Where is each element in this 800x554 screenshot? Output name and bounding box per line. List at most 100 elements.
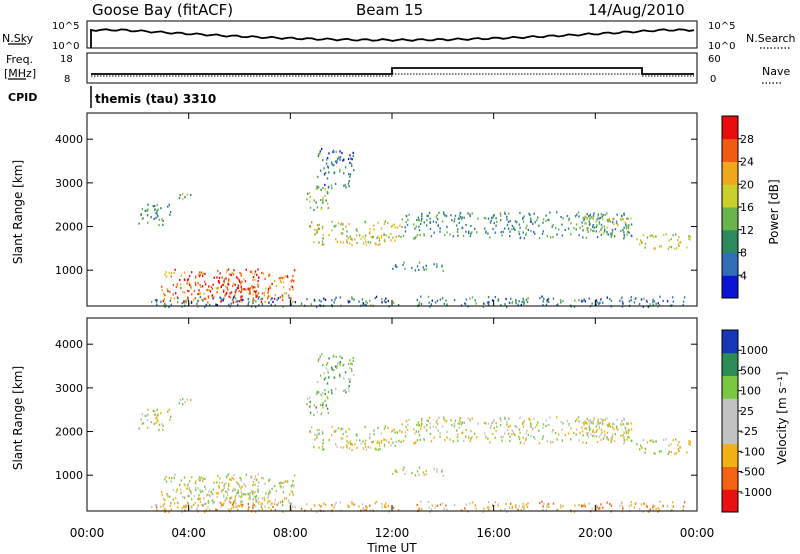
- velocity-cell: [393, 428, 395, 431]
- velocity-cell: [682, 505, 685, 508]
- power-cell: [487, 303, 490, 306]
- velocity-cell: [601, 431, 603, 434]
- power-cell: [497, 298, 500, 301]
- velocity-cell: [243, 483, 245, 486]
- velocity-cell: [237, 504, 239, 507]
- power-cell: [204, 272, 206, 275]
- velocity-cell: [182, 403, 184, 406]
- power-cell: [416, 265, 419, 268]
- velocity-cell: [228, 500, 230, 503]
- power-cell: [274, 303, 277, 307]
- velocity-cell: [188, 486, 190, 490]
- velocity-cell: [186, 484, 189, 487]
- power-cell: [165, 304, 167, 307]
- x-tick-label: 08:00: [273, 526, 308, 540]
- power-cell: [226, 288, 229, 291]
- velocity-cell: [589, 422, 591, 425]
- velocity-cell: [218, 486, 220, 489]
- power-cell: [457, 228, 459, 231]
- power-cell: [229, 292, 231, 295]
- power-cell: [223, 281, 226, 284]
- power-cell: [223, 289, 225, 292]
- velocity-cell: [518, 435, 520, 438]
- velocity-cell: [590, 433, 592, 436]
- power-cell: [415, 225, 418, 228]
- velocity-cell: [452, 440, 455, 443]
- velocity-cell: [290, 508, 293, 511]
- velocity-cell: [404, 472, 406, 475]
- velocity-cell: [257, 473, 259, 476]
- velocity-cell: [376, 442, 378, 445]
- velocity-cell: [342, 364, 344, 367]
- velocity-cell: [423, 473, 425, 476]
- power-cell: [323, 173, 326, 176]
- power-cell: [546, 298, 549, 302]
- power-cell: [504, 211, 506, 214]
- power-cell: [358, 300, 360, 303]
- velocity-cell: [252, 484, 254, 487]
- velocity-cell: [237, 491, 240, 495]
- velocity-cell: [543, 502, 545, 505]
- velocity-cell: [141, 412, 144, 416]
- power-cell: [194, 297, 197, 300]
- colorbar-tick-label: -25: [740, 425, 758, 438]
- power-cell: [573, 305, 576, 308]
- velocity-cell: [518, 505, 520, 508]
- velocity-cell: [562, 422, 564, 425]
- velocity-cell: [427, 419, 429, 423]
- power-cell: [494, 296, 497, 299]
- velocity-cell: [383, 427, 386, 430]
- power-cell: [435, 221, 437, 224]
- power-cell: [157, 208, 159, 211]
- power-cell: [315, 305, 318, 309]
- velocity-cell: [225, 475, 228, 479]
- velocity-cell: [192, 503, 195, 507]
- power-cell: [261, 271, 263, 275]
- power-cell: [561, 223, 563, 226]
- power-cell: [283, 292, 286, 295]
- power-cell: [267, 287, 270, 290]
- power-cell: [342, 227, 344, 231]
- velocity-cell: [316, 411, 319, 414]
- power-cell: [319, 198, 322, 202]
- power-cell: [199, 284, 201, 287]
- power-cell: [598, 230, 601, 233]
- velocity-cell: [300, 507, 303, 510]
- power-cell: [344, 183, 346, 187]
- velocity-cell: [509, 424, 511, 428]
- power-cell: [156, 299, 158, 302]
- velocity-cell: [256, 500, 258, 503]
- velocity-cell: [331, 425, 333, 428]
- velocity-cell: [504, 508, 506, 511]
- velocity-cell: [507, 425, 510, 428]
- power-cell: [147, 203, 149, 206]
- velocity-cell: [396, 470, 398, 473]
- velocity-cell: [377, 426, 379, 429]
- power-cell: [486, 301, 489, 304]
- power-cell: [255, 295, 257, 298]
- power-cell: [464, 302, 466, 305]
- power-cell: [614, 228, 617, 231]
- velocity-cell: [228, 483, 230, 486]
- power-cell: [506, 223, 509, 227]
- velocity-cell: [353, 503, 355, 506]
- power-cell: [588, 220, 590, 223]
- velocity-cell: [260, 505, 263, 509]
- velocity-cell: [323, 448, 325, 451]
- power-cell: [678, 244, 680, 247]
- power-cell: [383, 233, 385, 236]
- velocity-cell: [237, 489, 239, 492]
- velocity-cell: [487, 422, 490, 425]
- velocity-cell: [165, 475, 167, 479]
- colorbar-swatch: [722, 352, 738, 376]
- velocity-cell: [345, 430, 347, 433]
- velocity-cell: [613, 440, 616, 443]
- velocity-cell: [271, 487, 273, 491]
- velocity-cell: [343, 363, 345, 366]
- power-cell: [326, 156, 329, 160]
- velocity-cell: [249, 475, 252, 478]
- power-cell: [423, 268, 425, 271]
- velocity-cell: [220, 490, 222, 494]
- velocity-cell: [362, 440, 364, 443]
- power-cell: [616, 213, 618, 216]
